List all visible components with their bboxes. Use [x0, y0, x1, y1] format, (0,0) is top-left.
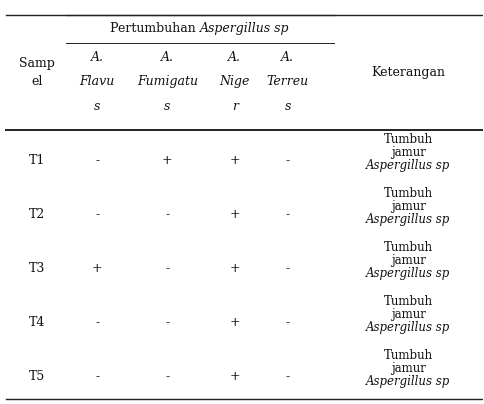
Text: T2: T2	[29, 208, 45, 221]
Text: Aspergillus sp: Aspergillus sp	[366, 267, 451, 280]
Text: -: -	[286, 208, 290, 221]
Text: jamur: jamur	[391, 362, 426, 375]
Text: -: -	[95, 208, 99, 221]
Text: T4: T4	[29, 316, 45, 329]
Text: +: +	[162, 154, 172, 167]
Text: jamur: jamur	[391, 200, 426, 213]
Text: Fumigatu: Fumigatu	[136, 75, 197, 88]
Text: T5: T5	[29, 370, 45, 383]
Text: -: -	[95, 316, 99, 329]
Text: Pertumbuhan: Pertumbuhan	[110, 22, 200, 36]
Text: Terreu: Terreu	[267, 75, 309, 88]
Text: -: -	[165, 262, 169, 275]
Text: s: s	[285, 99, 291, 113]
Text: Keterangan: Keterangan	[372, 66, 445, 79]
Text: A.: A.	[228, 51, 241, 64]
Text: +: +	[229, 370, 240, 383]
Text: Tumbuh: Tumbuh	[384, 187, 433, 200]
Text: Aspergillus sp: Aspergillus sp	[200, 22, 289, 36]
Text: r: r	[232, 99, 238, 113]
Text: Nige: Nige	[220, 75, 250, 88]
Text: Tumbuh: Tumbuh	[384, 133, 433, 146]
Text: Tumbuh: Tumbuh	[384, 295, 433, 308]
Text: Tumbuh: Tumbuh	[384, 349, 433, 362]
Text: -: -	[95, 370, 99, 383]
Text: Aspergillus sp: Aspergillus sp	[366, 160, 451, 173]
Text: +: +	[229, 208, 240, 221]
Text: jamur: jamur	[391, 146, 426, 159]
Text: A.: A.	[281, 51, 294, 64]
Text: +: +	[229, 316, 240, 329]
Text: -: -	[165, 208, 169, 221]
Text: -: -	[165, 316, 169, 329]
Text: -: -	[286, 316, 290, 329]
Text: -: -	[95, 154, 99, 167]
Text: s: s	[94, 99, 100, 113]
Text: jamur: jamur	[391, 308, 426, 321]
Text: T3: T3	[29, 262, 45, 275]
Text: +: +	[92, 262, 103, 275]
Text: Tumbuh: Tumbuh	[384, 241, 433, 254]
Text: Aspergillus sp: Aspergillus sp	[366, 321, 451, 335]
Text: Aspergillus sp: Aspergillus sp	[366, 213, 451, 226]
Text: s: s	[164, 99, 170, 113]
Text: Aspergillus sp: Aspergillus sp	[366, 375, 451, 388]
Text: jamur: jamur	[391, 254, 426, 267]
Text: Flavu: Flavu	[79, 75, 115, 88]
Text: T1: T1	[29, 154, 45, 167]
Text: +: +	[229, 154, 240, 167]
Text: -: -	[286, 262, 290, 275]
Text: -: -	[286, 154, 290, 167]
Text: A.: A.	[91, 51, 104, 64]
Text: +: +	[229, 262, 240, 275]
Text: Samp
el: Samp el	[19, 57, 55, 88]
Text: -: -	[286, 370, 290, 383]
Text: -: -	[165, 370, 169, 383]
Text: A.: A.	[161, 51, 174, 64]
